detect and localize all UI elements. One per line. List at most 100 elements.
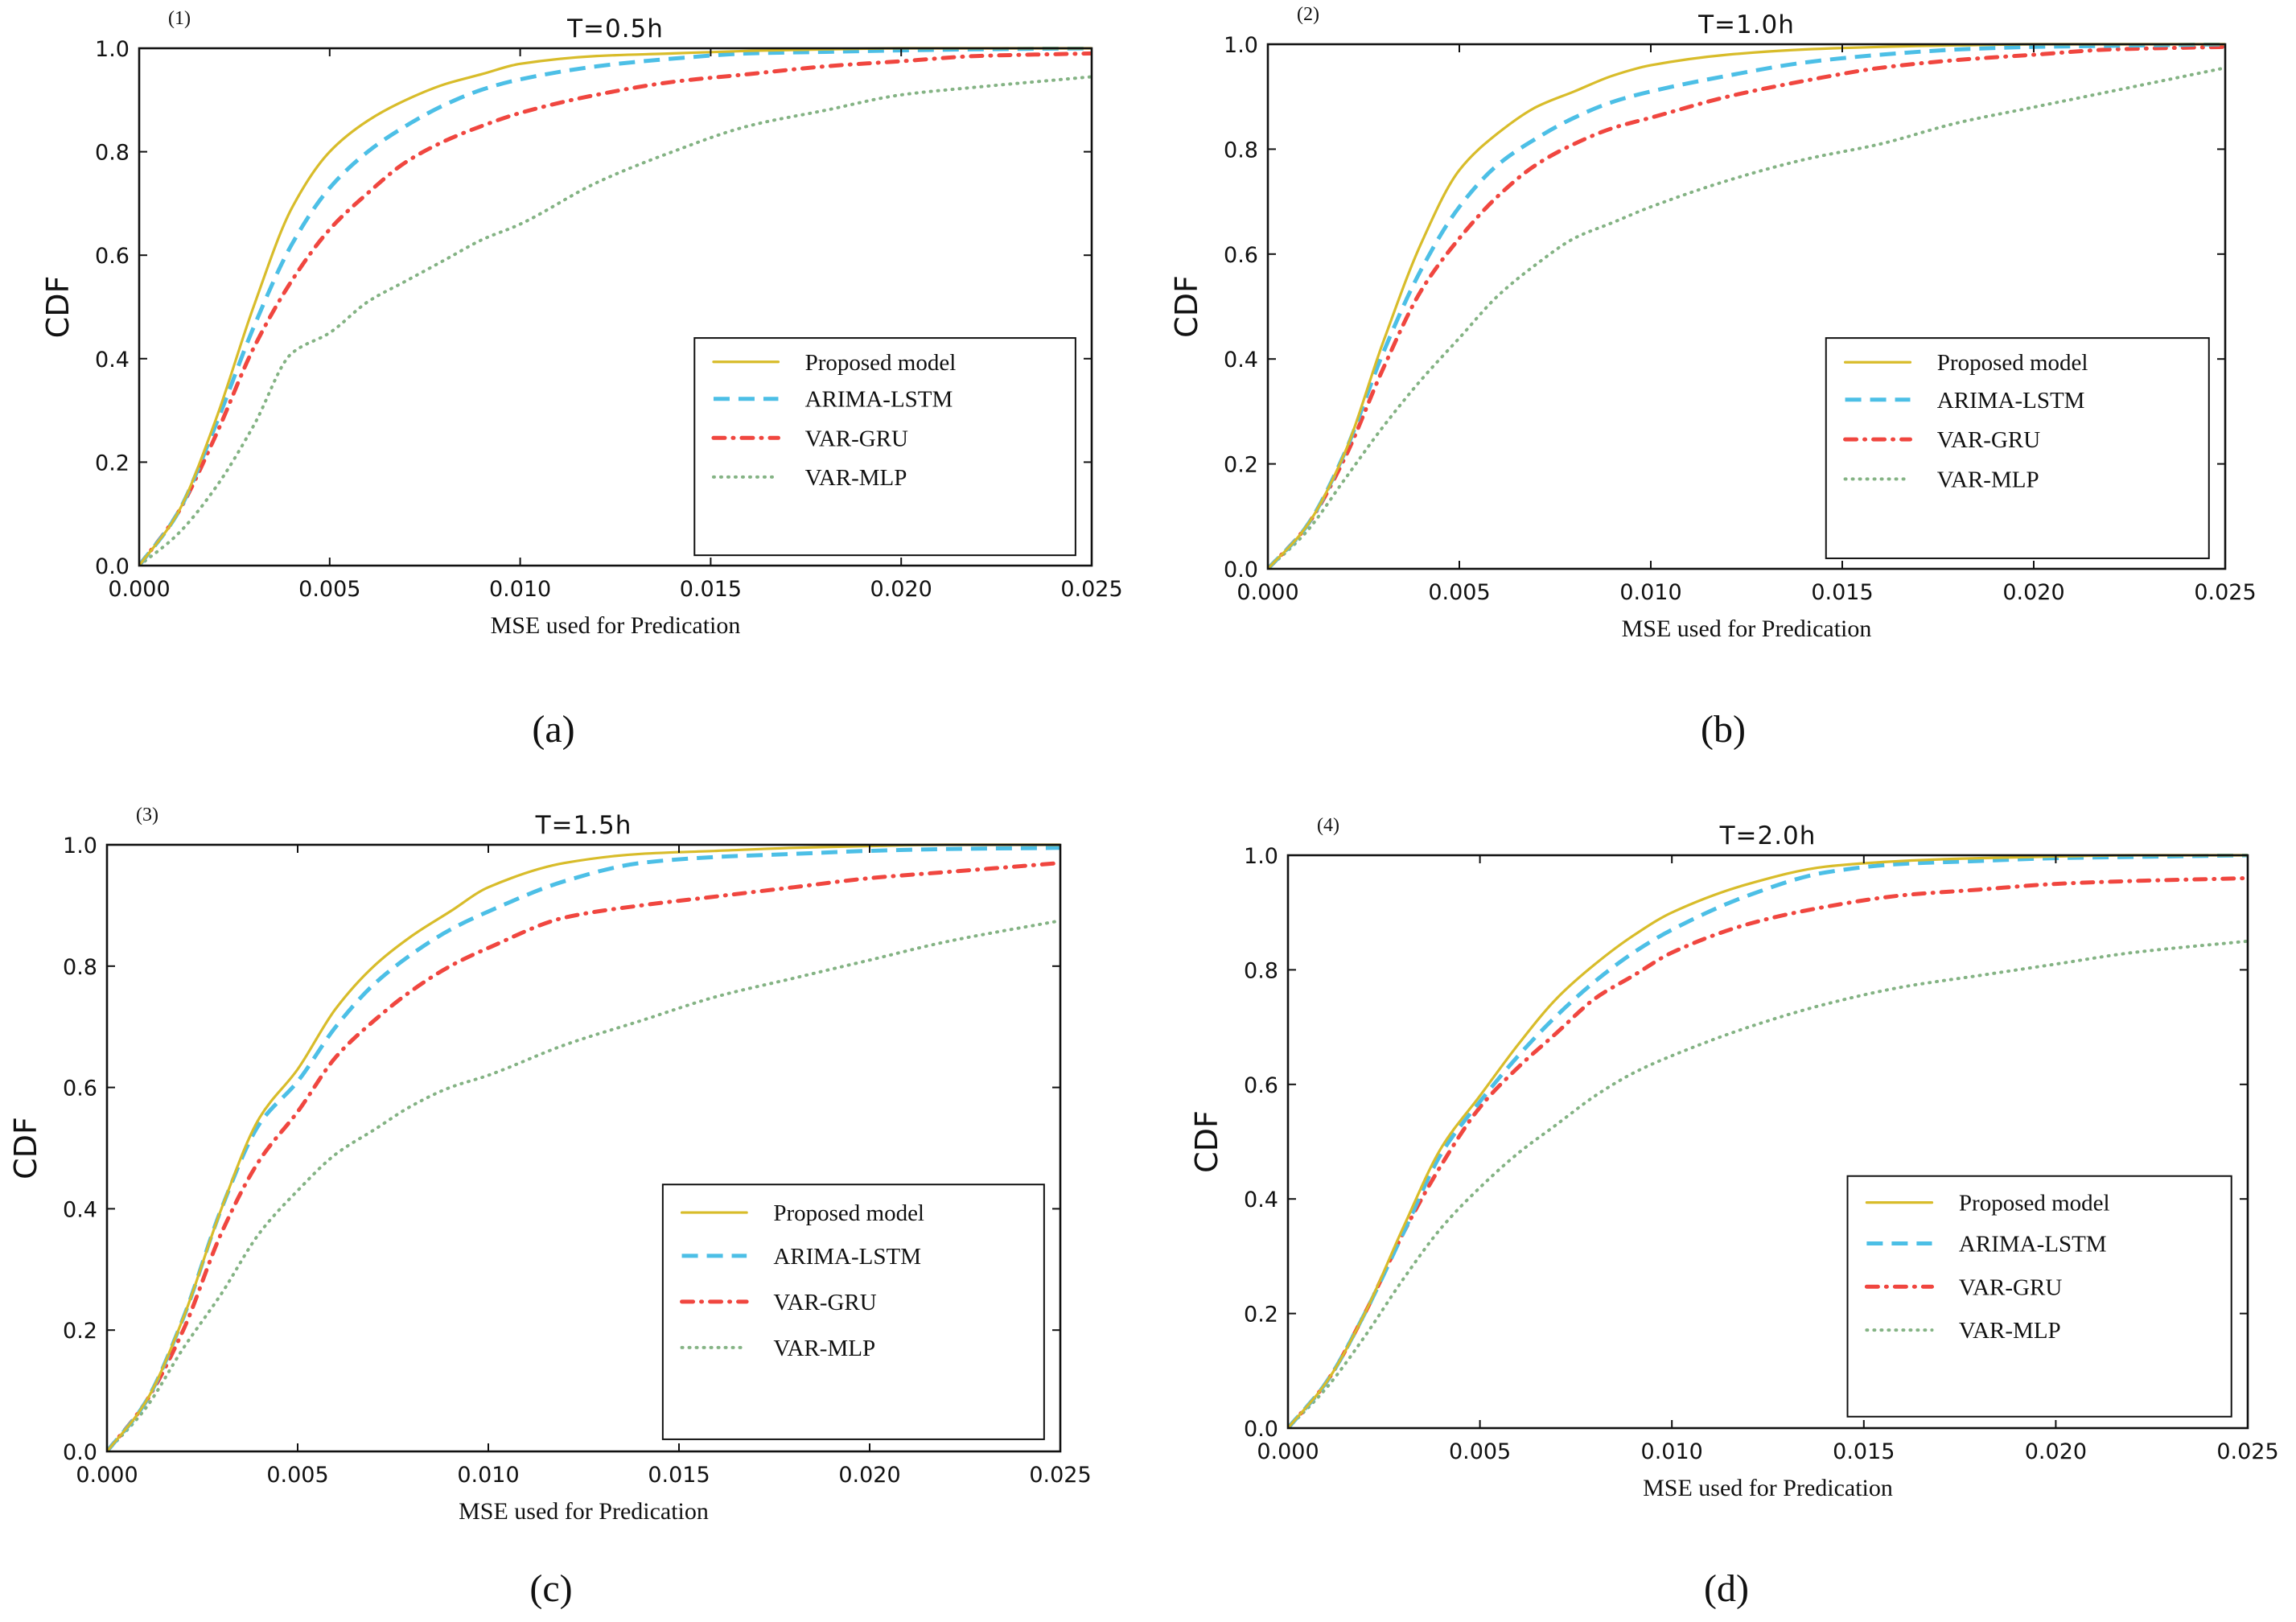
legend: Proposed model ARIMA-LSTM VAR-GRU VAR-MLP [661, 1184, 1045, 1440]
legend-box [1825, 337, 2210, 559]
legend-label: VAR-GRU [1937, 427, 2040, 453]
series-group [1288, 854, 2248, 1428]
legend-item-proposed-model: Proposed model [1865, 1191, 2110, 1216]
chart-title: T=2.0h [1719, 821, 1817, 850]
x-tick-label: 0.015 [1833, 1439, 1895, 1464]
legend-label: ARIMA-LSTM [773, 1244, 921, 1270]
legend-label: VAR-MLP [805, 465, 907, 491]
panel-number: (3) [136, 805, 158, 825]
y-axis-label: CDF [1189, 1110, 1224, 1173]
x-tick-label: 0.005 [1449, 1439, 1511, 1464]
x-tick-label: 0.025 [1060, 577, 1122, 602]
x-tick-label: 0.015 [680, 577, 742, 602]
y-tick-label: 1.0 [1244, 844, 1278, 869]
panel-caption: (b) [1701, 708, 1746, 751]
legend-label: VAR-GRU [805, 426, 908, 451]
chart-title: T=1.5h [535, 811, 632, 840]
y-tick-label: 0.2 [1244, 1303, 1278, 1328]
series-line-var-gru [1288, 876, 2248, 1428]
x-tick-label: 0.000 [108, 577, 170, 602]
legend-label: ARIMA-LSTM [1937, 388, 2085, 414]
panel-caption: (a) [532, 708, 574, 751]
y-tick-label: 0.6 [1244, 1073, 1278, 1098]
y-tick-label: 0.0 [63, 1440, 97, 1465]
legend-item-var-mlp: VAR-MLP [711, 465, 907, 491]
legend: Proposed model ARIMA-LSTM VAR-GRU VAR-MLP [1846, 1175, 2232, 1418]
legend-item-var-gru: VAR-GRU [1843, 427, 2040, 453]
x-tick-label: 0.010 [1619, 580, 1681, 605]
x-tick-label: 0.015 [1811, 580, 1873, 605]
x-tick-label: 0.025 [2216, 1439, 2278, 1464]
y-tick-label: 1.0 [95, 37, 130, 62]
legend-item-var-mlp: VAR-MLP [1843, 467, 2039, 492]
x-tick-label: 0.000 [1236, 580, 1298, 605]
panel-3: 0.000 0.005 0.010 0.015 0.020 0.025 0.0 0.2 0.4 0… [8, 805, 1092, 1525]
y-tick-label: 0.6 [95, 244, 130, 269]
legend-box [1846, 1175, 2232, 1418]
legend-item-var-gru: VAR-GRU [711, 426, 908, 451]
series-line-var-gru [107, 861, 1060, 1451]
legend-label: Proposed model [1959, 1191, 2110, 1216]
legend-label: Proposed model [805, 350, 957, 376]
panel-2: 0.000 0.005 0.010 0.015 0.020 0.025 0.0 0.2 0.4 0… [1169, 4, 2257, 642]
x-axis-label: MSE used for Predication [1622, 615, 1872, 642]
series-group [107, 843, 1060, 1451]
series-line-var-mlp [1268, 66, 2225, 569]
axes-frame [1286, 854, 2249, 1430]
x-tick-label: 0.020 [2025, 1439, 2087, 1464]
legend-label: ARIMA-LSTM [805, 387, 953, 413]
legend-item-proposed-model: Proposed model [1843, 350, 2088, 376]
legend-item-arima-lstm: ARIMA-LSTM [1845, 388, 2085, 414]
x-tick-label: 0.025 [1029, 1463, 1091, 1488]
y-tick-label: 1.0 [63, 834, 97, 858]
legend: Proposed model ARIMA-LSTM VAR-GRU VAR-MLP [693, 337, 1076, 557]
axes-frame [138, 47, 1093, 567]
series-line-proposed-model [107, 843, 1060, 1451]
x-tick-label: 0.000 [1257, 1439, 1319, 1464]
panel-number: (4) [1317, 815, 1339, 836]
panel-caption: (d) [1704, 1567, 1749, 1610]
legend-label: Proposed model [1937, 350, 2088, 376]
legend-label: VAR-MLP [773, 1336, 875, 1361]
x-tick-label: 0.020 [870, 577, 932, 602]
legend-box [693, 337, 1076, 557]
legend-label: VAR-MLP [1959, 1318, 2061, 1344]
y-tick-label: 0.4 [95, 348, 130, 373]
y-tick-label: 0.8 [1244, 958, 1278, 983]
series-line-var-gru [139, 51, 1092, 566]
series-line-var-mlp [139, 75, 1092, 566]
series-line-var-mlp [107, 919, 1060, 1451]
x-tick-label: 0.000 [76, 1463, 138, 1488]
y-tick-label: 0.4 [63, 1197, 97, 1222]
legend-item-arima-lstm: ARIMA-LSTM [681, 1244, 921, 1270]
y-tick-label: 0.8 [63, 955, 97, 980]
panel-4: 0.000 0.005 0.010 0.015 0.020 0.025 0.0 0.2 0.4 0… [1189, 815, 2279, 1501]
legend: Proposed model ARIMA-LSTM VAR-GRU VAR-MLP [1825, 337, 2210, 559]
legend-label: Proposed model [773, 1200, 924, 1226]
legend-label: VAR-GRU [773, 1290, 876, 1315]
series-line-arima-lstm [139, 47, 1092, 566]
series-line-var-gru [1268, 44, 2225, 569]
x-tick-label: 0.005 [298, 577, 360, 602]
legend-label: VAR-GRU [1959, 1274, 2062, 1300]
x-tick-label: 0.005 [1428, 580, 1490, 605]
x-tick-label: 0.020 [838, 1463, 900, 1488]
panel-1: 0.000 0.005 0.010 0.015 0.020 0.025 0.0 0.2 0.4 0… [40, 8, 1123, 639]
x-tick-label: 0.010 [489, 577, 551, 602]
legend-label: ARIMA-LSTM [1959, 1231, 2107, 1257]
x-tick-label: 0.005 [266, 1463, 328, 1488]
axes-frame [105, 843, 1062, 1453]
y-tick-label: 0.2 [63, 1319, 97, 1344]
legend-box [661, 1184, 1045, 1440]
legend-item-proposed-model: Proposed model [680, 1200, 924, 1226]
series-line-proposed-model [1288, 854, 2248, 1428]
y-tick-label: 1.0 [1224, 33, 1258, 58]
x-axis-label: MSE used for Predication [491, 612, 741, 639]
y-tick-label: 0.2 [1224, 453, 1258, 478]
panel-number: (1) [168, 8, 191, 29]
x-tick-label: 0.010 [457, 1463, 519, 1488]
y-tick-label: 0.4 [1224, 348, 1258, 373]
legend-item-arima-lstm: ARIMA-LSTM [1866, 1231, 2107, 1257]
y-tick-label: 0.0 [1244, 1417, 1278, 1442]
